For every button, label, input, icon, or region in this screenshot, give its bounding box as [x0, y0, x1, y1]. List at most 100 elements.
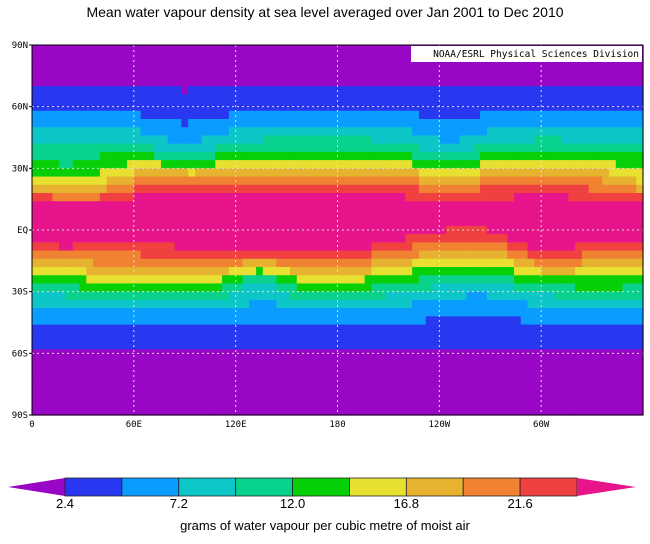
heat-cell: [201, 390, 210, 400]
heat-cell: [289, 77, 298, 87]
heat-cell: [391, 151, 400, 161]
heat-cell: [615, 242, 624, 252]
heat-cell: [405, 151, 413, 161]
heat-cell: [622, 217, 631, 227]
heat-cell: [249, 275, 257, 285]
heat-cell: [269, 45, 277, 54]
heat-cell: [45, 94, 53, 104]
heat-cell: [72, 102, 81, 112]
heat-cell: [541, 275, 549, 285]
heat-cell: [235, 382, 244, 391]
heat-cell: [181, 53, 189, 63]
heat-cell: [215, 184, 223, 194]
heat-cell: [120, 160, 128, 169]
heat-cell: [32, 341, 40, 350]
heat-cell: [296, 308, 305, 317]
heat-cell: [418, 390, 427, 400]
heat-cell: [181, 382, 189, 391]
heat-cell: [520, 275, 529, 285]
heat-cell: [507, 193, 515, 202]
heat-cell: [622, 201, 631, 211]
heat-cell: [588, 341, 597, 350]
heat-cell: [385, 332, 393, 342]
heat-cell: [446, 332, 454, 342]
heat-cell: [174, 176, 182, 186]
heat-cell: [554, 332, 563, 342]
heat-cell: [466, 308, 474, 317]
heat-cell: [520, 349, 529, 359]
heat-cell: [595, 119, 603, 128]
heat-cell: [609, 61, 617, 71]
heat-cell: [391, 316, 400, 326]
heat-cell: [452, 406, 461, 416]
heat-cell: [337, 45, 345, 54]
heat-cell: [432, 135, 440, 145]
heat-cell: [133, 176, 142, 186]
heat-cell: [480, 86, 488, 95]
heat-cell: [317, 316, 325, 326]
heat-cell: [283, 119, 291, 128]
heat-cell: [174, 258, 182, 268]
heat-cell: [337, 135, 345, 145]
heat-cell: [615, 332, 624, 342]
heat-cell: [222, 390, 230, 400]
heat-cell: [425, 390, 434, 400]
heat-cell: [486, 160, 495, 169]
heat-cell: [242, 324, 250, 334]
heat-cell: [432, 341, 440, 350]
heat-cell: [500, 209, 508, 219]
heat-cell: [473, 365, 481, 375]
heat-cell: [276, 225, 284, 235]
x-tick-label: 180: [329, 420, 345, 430]
heat-cell: [317, 283, 325, 293]
heat-cell: [65, 332, 74, 342]
heat-cell: [330, 357, 339, 367]
heat-cell: [283, 349, 291, 359]
heat-cell: [262, 373, 271, 383]
y-tick-label: 90S: [12, 411, 28, 421]
heat-cell: [337, 283, 345, 293]
heat-cell: [208, 201, 216, 211]
heat-cell: [147, 77, 155, 87]
heat-cell: [86, 308, 94, 317]
heat-cell: [520, 250, 529, 260]
heat-cell: [310, 398, 318, 408]
heat-cell: [561, 341, 569, 350]
heat-cell: [534, 143, 542, 153]
heat-cell: [222, 406, 230, 416]
heat-cell: [276, 184, 284, 194]
heat-cell: [154, 94, 162, 104]
heat-cell: [256, 234, 264, 243]
heat-cell: [418, 193, 427, 202]
heat-cell: [249, 332, 257, 342]
heat-cell: [38, 151, 47, 161]
heat-cell: [154, 267, 162, 276]
heat-cell: [160, 390, 169, 400]
heat-cell: [588, 258, 597, 268]
heat-cell: [486, 69, 495, 79]
heat-cell: [154, 234, 162, 243]
heat-cell: [575, 119, 583, 128]
heat-cell: [514, 258, 522, 268]
heat-cell: [337, 275, 345, 285]
heat-cell: [201, 324, 210, 334]
heat-cell: [561, 225, 569, 235]
heat-cell: [412, 209, 420, 219]
heat-cell: [439, 357, 447, 367]
heat-cell: [113, 135, 121, 145]
heat-cell: [629, 267, 637, 276]
heat-cell: [412, 291, 420, 301]
heat-cell: [351, 94, 359, 104]
heat-cell: [222, 193, 230, 202]
heat-cell: [93, 332, 101, 342]
heat-cell: [629, 201, 637, 211]
heat-cell: [181, 406, 189, 416]
heat-cell: [65, 127, 74, 137]
heat-cell: [45, 77, 53, 87]
heat-cell: [439, 176, 447, 186]
heat-cell: [120, 316, 128, 326]
heat-cell: [140, 201, 149, 211]
heat-cell: [93, 234, 101, 243]
heat-cell: [493, 119, 502, 128]
heat-cell: [398, 373, 406, 383]
